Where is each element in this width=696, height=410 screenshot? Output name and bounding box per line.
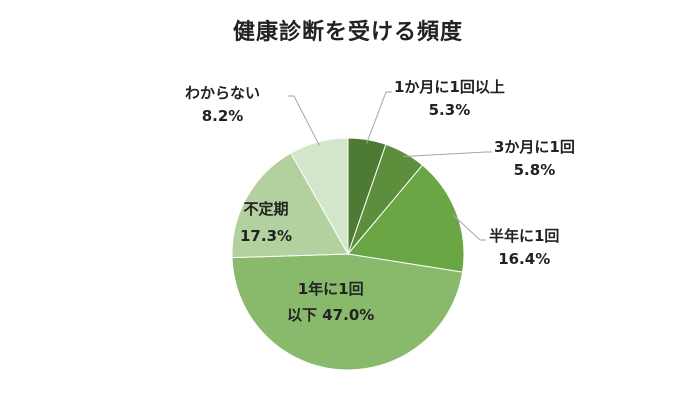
slice-label-semiannual: 半年に1回 16.4% <box>489 225 559 272</box>
slice-label-yearly: 1年に1回 以下 47.0% <box>287 276 374 329</box>
slice-name: 不定期 <box>243 200 289 218</box>
slice-name: 半年に1回 <box>489 227 560 245</box>
leader-line <box>288 95 320 146</box>
pie-slices <box>231 137 465 371</box>
slice-value: 16.4% <box>498 250 551 269</box>
slice-value: 5.3% <box>428 101 471 120</box>
slice-label-quarterly: 3か月に1回 5.8% <box>494 136 575 183</box>
slice-value: 8.2% <box>201 107 244 126</box>
slice-value-line: 以下 47.0% <box>287 302 374 328</box>
chart-title: 健康診断を受ける頻度 <box>232 20 463 45</box>
pie-slice <box>290 137 349 256</box>
leader-line <box>403 151 492 157</box>
leader-lines <box>288 91 492 241</box>
pie-slice <box>231 152 349 259</box>
slice-label-monthly: 1か月に1回以上 5.3% <box>394 76 505 123</box>
pie-slice <box>231 253 464 371</box>
pie-slice <box>347 164 465 273</box>
slice-name: 3か月に1回 <box>494 138 575 156</box>
slice-value: 47.0% <box>322 306 375 325</box>
slice-name-line2: 以下 <box>287 306 318 325</box>
slice-name: わからない <box>185 84 261 102</box>
slice-label-irregular: 不定期 17.3% <box>240 198 292 249</box>
slice-label-unknown: わからない 8.2% <box>185 82 260 129</box>
slice-name: 1年に1回 <box>297 280 364 298</box>
slice-value: 17.3% <box>240 227 293 246</box>
slice-name: 1か月に1回以上 <box>394 78 505 96</box>
leader-line <box>452 214 486 241</box>
leader-line <box>366 91 392 144</box>
slice-value: 5.8% <box>513 161 556 180</box>
